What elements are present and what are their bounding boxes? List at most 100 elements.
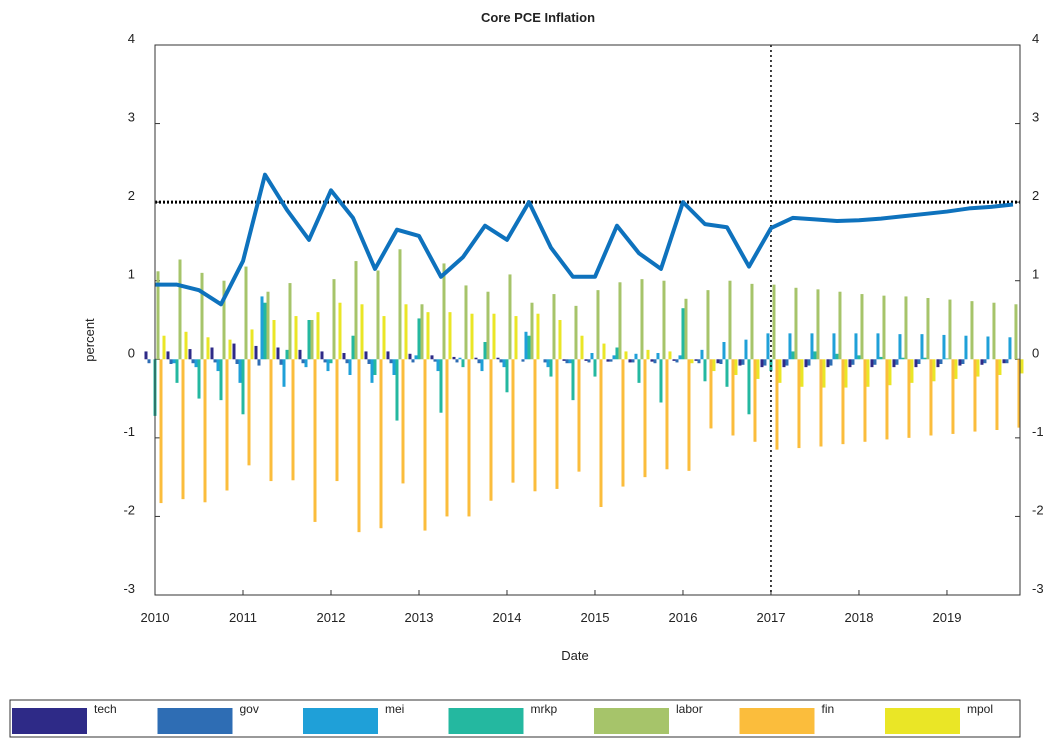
bar <box>210 347 214 360</box>
bar <box>156 271 160 360</box>
bar <box>624 351 628 360</box>
bar <box>854 333 858 360</box>
bar <box>511 359 515 483</box>
bar <box>851 359 855 365</box>
bar <box>389 359 393 364</box>
bar <box>973 359 977 432</box>
bar <box>1002 359 1006 364</box>
bar <box>593 359 597 377</box>
bar <box>320 351 324 360</box>
bar <box>354 261 358 360</box>
bar <box>420 304 424 360</box>
x-tick-label: 2011 <box>229 610 257 625</box>
bar <box>879 356 883 360</box>
bar <box>976 359 980 377</box>
bar <box>684 298 688 360</box>
bar <box>835 353 839 360</box>
bar <box>983 359 987 364</box>
legend-swatch <box>594 708 669 734</box>
bar <box>310 320 314 360</box>
bar <box>675 359 679 363</box>
bar <box>408 353 412 360</box>
bar <box>744 339 748 360</box>
bar <box>426 312 430 360</box>
bar <box>832 333 836 360</box>
bar <box>436 359 440 372</box>
bar <box>486 291 490 360</box>
bar <box>926 298 930 360</box>
bar <box>700 349 704 360</box>
bar <box>876 333 880 360</box>
bar <box>584 359 588 361</box>
bar <box>288 283 292 360</box>
legend-swatch <box>739 708 815 734</box>
bar <box>360 304 364 360</box>
bar <box>496 357 500 360</box>
bar <box>1020 359 1024 374</box>
y2-tick-label: -3 <box>1032 581 1044 596</box>
bar <box>734 359 738 375</box>
bar <box>615 347 619 360</box>
bar <box>637 359 641 383</box>
bar <box>763 359 767 366</box>
bar <box>797 359 801 449</box>
bar <box>316 312 320 360</box>
bar <box>628 359 632 363</box>
bar <box>709 359 713 429</box>
y-tick-label: -3 <box>123 581 135 596</box>
bar <box>910 359 914 383</box>
bar <box>395 359 399 421</box>
y-tick-label: 4 <box>128 31 135 46</box>
bar <box>326 359 330 372</box>
bar <box>819 359 823 447</box>
bar <box>329 359 333 364</box>
bar <box>470 313 474 360</box>
bar <box>386 351 390 360</box>
bar <box>247 359 251 466</box>
bar <box>841 359 845 445</box>
bar <box>417 318 421 360</box>
bar <box>580 335 584 360</box>
legend-label: gov <box>240 702 259 716</box>
bar <box>166 351 170 360</box>
legend-label: mei <box>385 702 404 716</box>
bar <box>162 335 166 360</box>
bar <box>901 357 905 360</box>
bar <box>621 359 625 487</box>
bar <box>401 359 405 484</box>
bar <box>690 359 694 364</box>
legend-label: labor <box>676 702 703 716</box>
y2-tick-label: 3 <box>1032 110 1039 125</box>
bar <box>562 359 566 361</box>
bar <box>335 359 339 482</box>
bar <box>568 359 572 364</box>
bar <box>1017 359 1021 428</box>
bar <box>489 359 493 501</box>
bar <box>508 274 512 360</box>
x-tick-label: 2014 <box>493 610 522 625</box>
bar <box>634 353 638 360</box>
bar <box>1008 337 1012 360</box>
bar <box>892 359 896 368</box>
bar <box>816 289 820 360</box>
chart-title: Core PCE Inflation <box>481 10 595 25</box>
bar <box>712 359 716 372</box>
bar <box>301 359 305 364</box>
bar <box>785 359 789 366</box>
bar <box>945 358 949 360</box>
bar <box>907 359 911 438</box>
bar <box>888 359 892 386</box>
plot-frame <box>154 44 1021 596</box>
bar <box>995 359 999 430</box>
legend-swatch <box>12 708 87 734</box>
bar <box>323 359 327 363</box>
bar <box>1005 359 1009 364</box>
bar <box>184 331 188 360</box>
bar <box>181 359 185 500</box>
bar <box>241 359 245 415</box>
bar <box>750 283 754 360</box>
bar <box>263 302 267 360</box>
bar <box>348 359 352 375</box>
bar <box>439 359 443 413</box>
x-tick-label: 2015 <box>581 610 610 625</box>
